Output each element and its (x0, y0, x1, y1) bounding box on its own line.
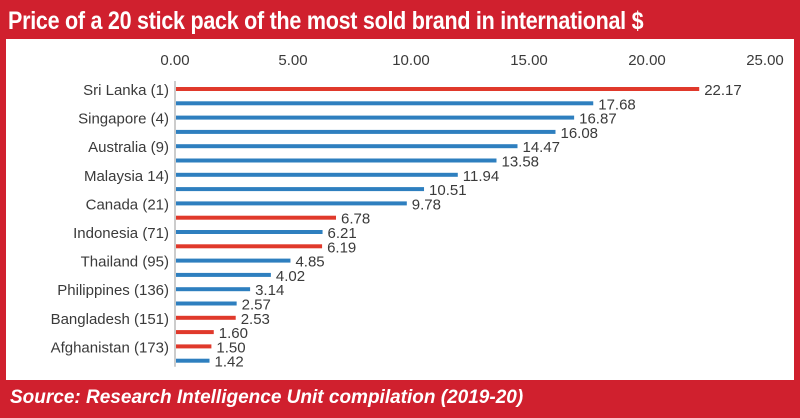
bar (176, 230, 323, 234)
bar-value-label: 9.78 (412, 196, 441, 213)
x-tick-label: 25.00 (746, 52, 784, 69)
bar (176, 301, 237, 306)
category-label: Indonesia (71) (73, 225, 169, 242)
bar-value-label: 10.51 (429, 182, 467, 199)
plot-area: 0.00 5.00 10.00 15.00 20.00 25.00 22.17 Sri Lan… (6, 39, 794, 380)
bar-value-label: 13.58 (501, 154, 539, 171)
category-label: Thailand (95) (81, 254, 169, 271)
bar (176, 272, 271, 277)
category-label: Bangladesh (151) (51, 311, 169, 328)
bar-value-label: 16.87 (579, 111, 617, 128)
chart-title: Price of a 20 stick pack of the most sol… (8, 7, 644, 35)
x-tick-label: 15.00 (510, 52, 548, 69)
bar (176, 258, 291, 263)
x-tick-label: 0.00 (160, 52, 189, 69)
bar (176, 87, 700, 91)
bar (176, 244, 323, 249)
bar (176, 358, 210, 363)
bar-value-label: 6.19 (327, 239, 356, 256)
bar (176, 344, 212, 349)
category-label: Sri Lanka (1) (83, 82, 169, 99)
x-tick-label: 10.00 (392, 52, 430, 69)
bar (176, 172, 458, 177)
category-label: Afghanistan (173) (51, 339, 169, 356)
bar-value-label: 4.85 (295, 254, 324, 271)
category-label: Philippines (136) (57, 282, 169, 299)
bar-value-label: 3.14 (255, 282, 284, 299)
bar (176, 115, 575, 120)
category-label: Malaysia 14) (84, 168, 169, 185)
x-tick-label: 20.00 (628, 52, 666, 69)
bar (176, 129, 556, 134)
bar-value-label: 11.94 (463, 168, 499, 185)
bar-value-label: 2.53 (241, 311, 270, 328)
bar (176, 287, 251, 292)
category-label: Canada (21) (86, 196, 169, 213)
bar (176, 215, 337, 220)
bar (176, 101, 594, 106)
category-label: Singapore (4) (78, 111, 169, 128)
bar-value-label: 6.78 (341, 211, 370, 228)
bar-value-label: 1.42 (215, 354, 244, 371)
bar (176, 315, 236, 320)
bar-value-label: 16.08 (560, 125, 598, 142)
bar (176, 158, 497, 163)
bar-value-label: 1.50 (216, 339, 245, 356)
category-label: Australia (9) (88, 139, 169, 156)
bar-value-label: 14.47 (522, 139, 560, 156)
x-tick-label: 5.00 (278, 52, 307, 69)
bar-value-label: 17.68 (598, 96, 636, 113)
bar-value-label: 2.57 (242, 297, 271, 314)
bar-value-label: 1.60 (219, 325, 248, 342)
bar-value-label: 22.17 (704, 82, 742, 99)
bar-value-label: 4.02 (276, 268, 305, 285)
bar (176, 201, 407, 206)
bar (176, 330, 214, 335)
bar (176, 144, 518, 149)
bar (176, 187, 425, 192)
bar-value-label: 6.21 (328, 225, 357, 242)
chart-source: Source: Research Intelligence Unit compi… (10, 387, 524, 408)
